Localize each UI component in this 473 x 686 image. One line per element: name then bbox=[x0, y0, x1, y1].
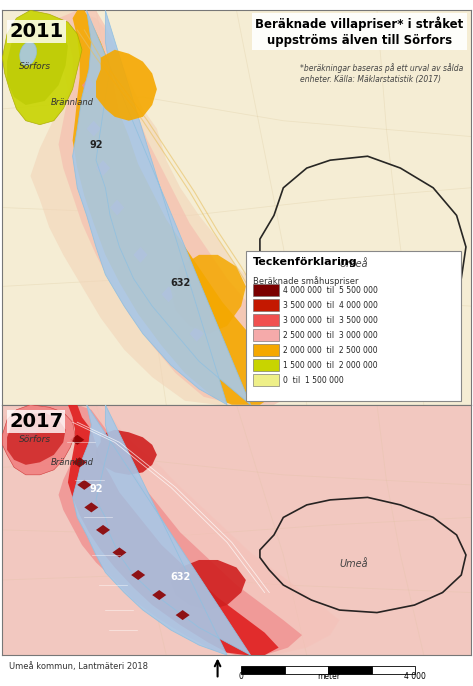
Polygon shape bbox=[73, 405, 251, 655]
Polygon shape bbox=[77, 480, 91, 490]
Bar bbox=[285, 667, 328, 674]
Polygon shape bbox=[152, 590, 166, 600]
Text: 92: 92 bbox=[89, 484, 103, 495]
Text: 2 000 000  til  2 500 000: 2 000 000 til 2 500 000 bbox=[283, 346, 378, 355]
Polygon shape bbox=[113, 547, 126, 558]
Text: Umeå: Umeå bbox=[339, 560, 368, 569]
Text: 2017: 2017 bbox=[9, 412, 63, 431]
Bar bbox=[253, 375, 279, 386]
Polygon shape bbox=[73, 10, 251, 405]
Ellipse shape bbox=[20, 42, 36, 65]
Polygon shape bbox=[175, 610, 190, 620]
Text: Sörfors: Sörfors bbox=[19, 62, 51, 71]
Polygon shape bbox=[96, 429, 157, 475]
Bar bbox=[246, 251, 461, 401]
Text: 4 000: 4 000 bbox=[404, 672, 426, 681]
Text: Beräknade villapriser* i stråket
uppströms älven till Sörfors: Beräknade villapriser* i stråket uppströ… bbox=[255, 16, 464, 47]
Polygon shape bbox=[162, 287, 175, 302]
Polygon shape bbox=[131, 570, 145, 580]
Bar bbox=[328, 667, 372, 674]
Polygon shape bbox=[190, 326, 204, 342]
Bar bbox=[253, 359, 279, 371]
Polygon shape bbox=[2, 10, 82, 125]
Polygon shape bbox=[171, 255, 246, 334]
Text: Umeå kommun, Lantmäteri 2018: Umeå kommun, Lantmäteri 2018 bbox=[9, 662, 149, 671]
Text: 2011: 2011 bbox=[9, 22, 64, 41]
Polygon shape bbox=[7, 22, 68, 105]
Text: 0: 0 bbox=[239, 672, 244, 681]
Bar bbox=[241, 667, 285, 674]
Text: 632: 632 bbox=[170, 279, 191, 288]
Polygon shape bbox=[73, 10, 288, 405]
Text: meter: meter bbox=[317, 672, 340, 681]
Text: Sörfors: Sörfors bbox=[19, 436, 51, 445]
Polygon shape bbox=[40, 405, 302, 655]
Text: *beräkningar baseras på ett urval av sålda
enheter. Källa: Mäklarstatistik (2017: *beräkningar baseras på ett urval av sål… bbox=[300, 64, 464, 84]
Polygon shape bbox=[7, 412, 66, 465]
Text: 1 500 000  til  2 000 000: 1 500 000 til 2 000 000 bbox=[283, 361, 378, 370]
Text: Brännland: Brännland bbox=[51, 458, 94, 467]
Polygon shape bbox=[68, 405, 279, 655]
Bar bbox=[253, 314, 279, 327]
Text: Teckenförklaring: Teckenförklaring bbox=[253, 257, 358, 267]
Text: 3 500 000  til  4 000 000: 3 500 000 til 4 000 000 bbox=[283, 301, 378, 310]
Polygon shape bbox=[26, 10, 340, 405]
Polygon shape bbox=[110, 200, 124, 215]
Polygon shape bbox=[96, 161, 110, 176]
Polygon shape bbox=[87, 121, 101, 137]
Text: Beräknade småhuspriser: Beräknade småhuspriser bbox=[253, 276, 359, 287]
Polygon shape bbox=[73, 458, 87, 467]
Text: Brännland: Brännland bbox=[51, 98, 94, 107]
Text: 4 000 000  til  5 500 000: 4 000 000 til 5 500 000 bbox=[283, 286, 378, 295]
Bar bbox=[253, 344, 279, 356]
Polygon shape bbox=[133, 247, 148, 263]
Text: 2 500 000  til  3 000 000: 2 500 000 til 3 000 000 bbox=[283, 331, 378, 340]
Text: 632: 632 bbox=[170, 572, 191, 582]
Ellipse shape bbox=[20, 425, 36, 440]
Text: 3 000 000  til  3 500 000: 3 000 000 til 3 500 000 bbox=[283, 316, 378, 325]
Bar bbox=[253, 285, 279, 296]
Text: 0  til  1 500 000: 0 til 1 500 000 bbox=[283, 376, 344, 385]
Polygon shape bbox=[96, 525, 110, 535]
Bar bbox=[372, 667, 415, 674]
Polygon shape bbox=[59, 10, 311, 405]
Polygon shape bbox=[171, 560, 246, 610]
Polygon shape bbox=[70, 435, 84, 445]
Bar bbox=[253, 299, 279, 311]
Polygon shape bbox=[2, 405, 340, 655]
Text: Umeå: Umeå bbox=[339, 259, 368, 269]
Polygon shape bbox=[82, 78, 94, 93]
Bar bbox=[253, 329, 279, 341]
Text: 92: 92 bbox=[89, 141, 103, 150]
Polygon shape bbox=[96, 50, 157, 121]
Polygon shape bbox=[2, 405, 75, 475]
Polygon shape bbox=[84, 502, 98, 512]
